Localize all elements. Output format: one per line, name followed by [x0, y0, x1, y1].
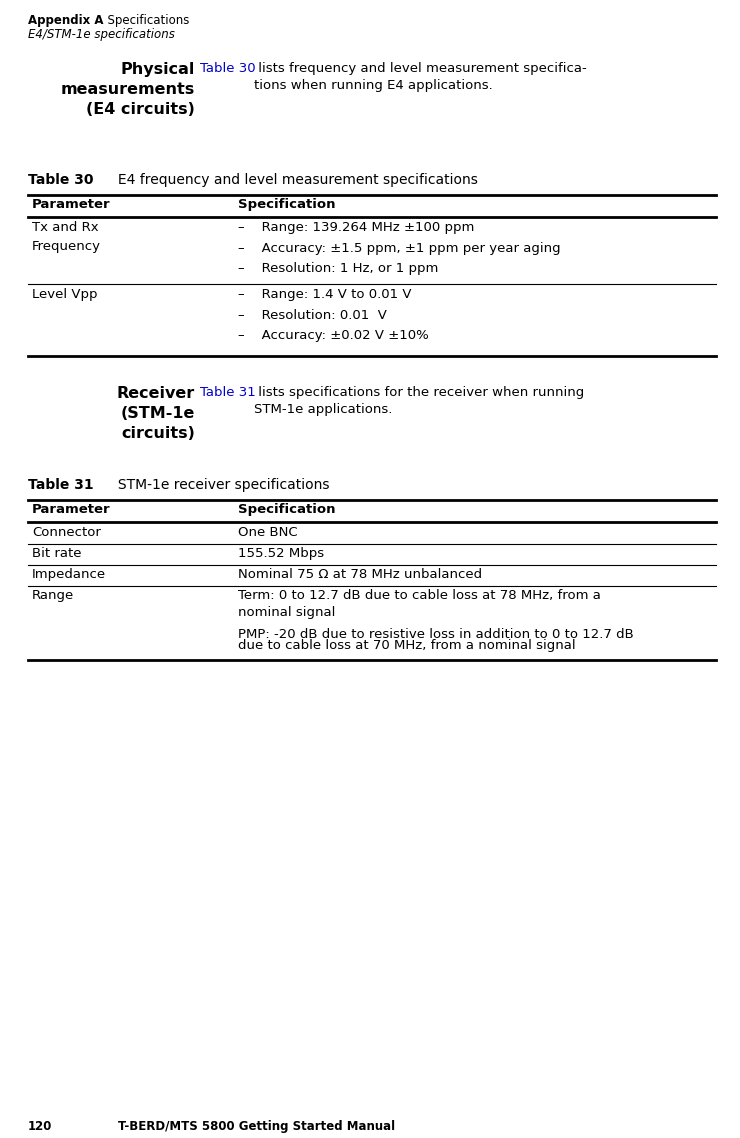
Text: circuits): circuits) — [121, 426, 195, 442]
Text: 155.52 Mbps: 155.52 Mbps — [238, 547, 324, 560]
Text: –    Accuracy: ±0.02 V ±10%: – Accuracy: ±0.02 V ±10% — [238, 329, 428, 343]
Text: –    Range: 139.264 MHz ±100 ppm: – Range: 139.264 MHz ±100 ppm — [238, 221, 474, 234]
Text: (E4 circuits): (E4 circuits) — [86, 102, 195, 117]
Text: Table 31: Table 31 — [200, 386, 256, 399]
Text: Specifications: Specifications — [100, 14, 189, 27]
Text: Impedance: Impedance — [32, 568, 106, 582]
Text: Tx and Rx
Frequency: Tx and Rx Frequency — [32, 221, 101, 253]
Text: –    Accuracy: ±1.5 ppm, ±1 ppm per year aging: – Accuracy: ±1.5 ppm, ±1 ppm per year ag… — [238, 241, 560, 255]
Text: Physical: Physical — [121, 61, 195, 77]
Text: Bit rate: Bit rate — [32, 547, 81, 560]
Text: E4/STM-1e specifications: E4/STM-1e specifications — [28, 28, 175, 41]
Text: –    Resolution: 0.01  V: – Resolution: 0.01 V — [238, 308, 387, 322]
Text: Receiver: Receiver — [117, 386, 195, 401]
Text: T-BERD/MTS 5800 Getting Started Manual: T-BERD/MTS 5800 Getting Started Manual — [118, 1120, 395, 1133]
Text: Specification: Specification — [238, 503, 335, 516]
Text: Level Vpp: Level Vpp — [32, 288, 98, 300]
Text: –    Range: 1.4 V to 0.01 V: – Range: 1.4 V to 0.01 V — [238, 288, 411, 300]
Text: Table 30: Table 30 — [200, 61, 255, 75]
Text: due to cable loss at 70 MHz, from a nominal signal: due to cable loss at 70 MHz, from a nomi… — [238, 638, 576, 651]
Text: (STM-1e: (STM-1e — [121, 406, 195, 421]
Text: Table 30: Table 30 — [28, 173, 93, 187]
Text: Appendix A: Appendix A — [28, 14, 104, 27]
Text: Connector: Connector — [32, 526, 101, 539]
Text: PMP: -20 dB due to resistive loss in addition to 0 to 12.7 dB: PMP: -20 dB due to resistive loss in add… — [238, 628, 633, 641]
Text: 120: 120 — [28, 1120, 53, 1133]
Text: tions when running E4 applications.: tions when running E4 applications. — [254, 79, 493, 91]
Text: Term: 0 to 12.7 dB due to cable loss at 78 MHz, from a: Term: 0 to 12.7 dB due to cable loss at … — [238, 589, 601, 602]
Text: lists frequency and level measurement specifica-: lists frequency and level measurement sp… — [254, 61, 587, 75]
Text: measurements: measurements — [61, 82, 195, 97]
Text: STM-1e receiver specifications: STM-1e receiver specifications — [96, 478, 329, 492]
Text: –    Resolution: 1 Hz, or 1 ppm: – Resolution: 1 Hz, or 1 ppm — [238, 262, 438, 275]
Text: One BNC: One BNC — [238, 526, 297, 539]
Text: Table 31: Table 31 — [28, 478, 94, 492]
Text: lists specifications for the receiver when running: lists specifications for the receiver wh… — [254, 386, 585, 399]
Text: nominal signal: nominal signal — [238, 605, 335, 618]
Text: Range: Range — [32, 589, 74, 602]
Text: STM-1e applications.: STM-1e applications. — [254, 403, 392, 415]
Text: Parameter: Parameter — [32, 198, 110, 211]
Text: Specification: Specification — [238, 198, 335, 211]
Text: E4 frequency and level measurement specifications: E4 frequency and level measurement speci… — [96, 173, 478, 187]
Text: Parameter: Parameter — [32, 503, 110, 516]
Text: Nominal 75 Ω at 78 MHz unbalanced: Nominal 75 Ω at 78 MHz unbalanced — [238, 568, 482, 582]
